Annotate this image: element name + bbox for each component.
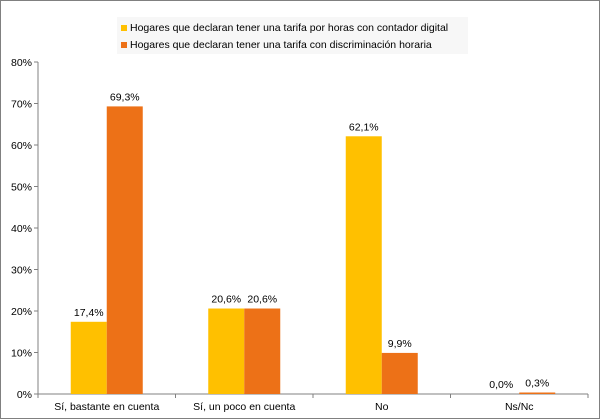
legend-label: Hogares que declaran tener una tarifa po… xyxy=(130,22,448,34)
data-label: 17,4% xyxy=(74,307,104,319)
x-tick-label: Sí, un poco en cuenta xyxy=(193,401,295,413)
data-label: 69,3% xyxy=(110,91,140,103)
bar-contador-digital xyxy=(70,321,107,394)
y-tick-label: 20% xyxy=(11,306,32,318)
x-tick-label: Ns/Nc xyxy=(505,401,534,413)
y-tick-label: 70% xyxy=(11,99,32,111)
y-tick-label: 60% xyxy=(11,140,32,152)
y-tick-label: 40% xyxy=(11,223,32,235)
y-tick-label: 80% xyxy=(11,57,32,69)
y-tick-label: 10% xyxy=(11,348,32,360)
data-label: 0,0% xyxy=(489,379,513,391)
data-label: 20,6% xyxy=(247,294,277,306)
x-tick-label: Sí, bastante en cuenta xyxy=(54,401,159,413)
data-label: 62,1% xyxy=(349,121,379,133)
x-tick-label: No xyxy=(375,401,389,413)
data-label: 9,9% xyxy=(388,338,412,350)
bar-contador-digital xyxy=(345,136,382,394)
y-tick-label: 30% xyxy=(11,265,32,277)
bar-contador-digital xyxy=(208,308,245,394)
bar-discriminacion-horaria xyxy=(106,106,143,394)
data-label: 0,3% xyxy=(525,378,549,390)
bar-discriminacion-horaria xyxy=(519,392,556,394)
bar-discriminacion-horaria xyxy=(244,308,281,394)
bar-discriminacion-horaria xyxy=(381,352,418,394)
legend-swatch xyxy=(121,42,127,48)
y-tick-label: 0% xyxy=(17,389,32,401)
legend-box xyxy=(117,17,468,54)
legend-label: Hogares que declaran tener una tarifa co… xyxy=(130,39,432,51)
legend-swatch xyxy=(121,25,127,31)
data-label: 20,6% xyxy=(211,294,241,306)
y-tick-label: 50% xyxy=(11,182,32,194)
